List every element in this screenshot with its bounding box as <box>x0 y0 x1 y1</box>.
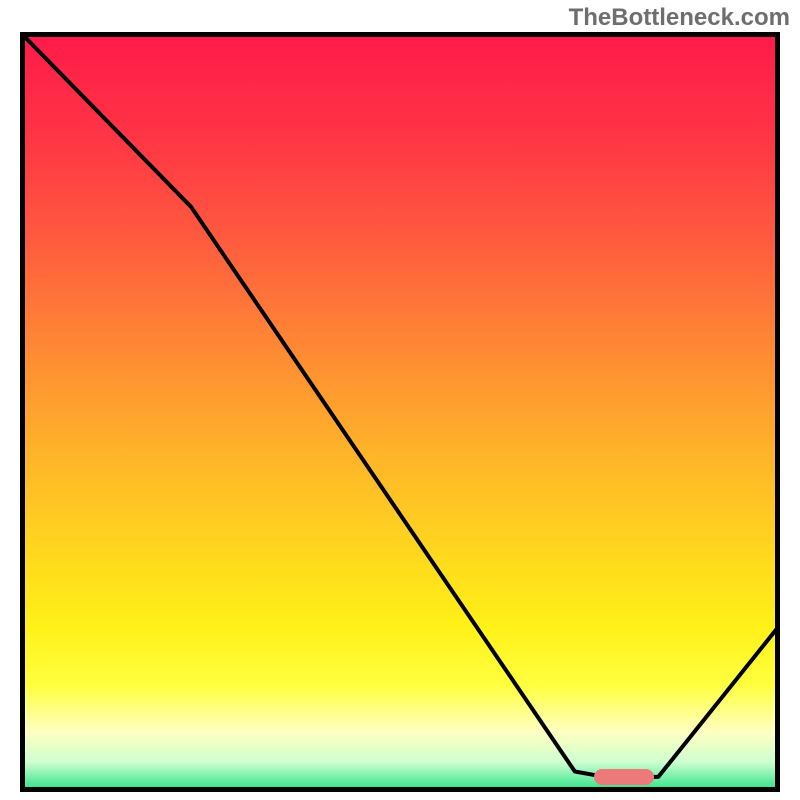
bottleneck-curve <box>20 32 780 792</box>
optimum-marker <box>594 769 654 785</box>
curve-path <box>20 32 780 778</box>
chart-container: TheBottleneck.com <box>0 0 800 800</box>
plot-area <box>20 32 780 792</box>
attribution-text: TheBottleneck.com <box>569 4 790 32</box>
